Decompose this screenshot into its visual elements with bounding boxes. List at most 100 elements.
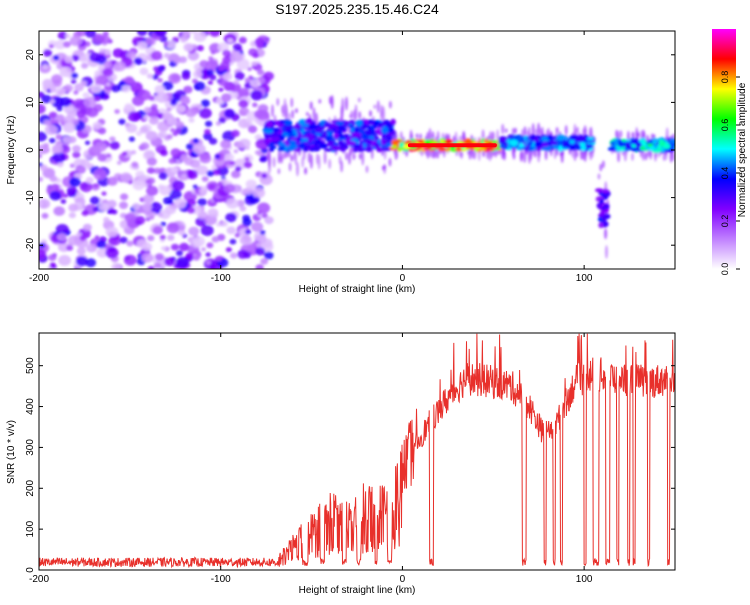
noise-blob <box>48 254 57 261</box>
smear-blob <box>309 101 313 110</box>
noise-blob <box>229 238 237 245</box>
snr-xlabel: Height of straight line (km) <box>299 585 416 596</box>
noise-blob <box>81 210 89 216</box>
noise-blob <box>54 40 66 50</box>
noise-blob <box>193 31 207 42</box>
noise-blob <box>168 158 176 164</box>
noise-blob <box>69 35 83 47</box>
signal-blob <box>607 146 617 152</box>
noise-blob <box>245 179 257 189</box>
smear-blob <box>283 98 287 114</box>
signal-blob <box>598 222 604 229</box>
noise-blob <box>49 190 62 201</box>
noise-blob <box>101 191 107 196</box>
noise-blob <box>95 75 109 86</box>
noise-blob <box>225 247 232 253</box>
noise-blob <box>137 89 151 101</box>
noise-blob <box>187 207 196 214</box>
noise-blob <box>144 150 155 159</box>
smear-blob <box>323 150 327 165</box>
noise-blob <box>152 226 163 235</box>
noise-blob <box>118 118 126 125</box>
noise-blob <box>39 131 47 142</box>
noise-blob <box>261 238 273 248</box>
noise-blob <box>167 234 175 241</box>
noise-blob <box>44 124 58 135</box>
noise-blob <box>196 165 209 176</box>
noise-blob <box>76 31 88 37</box>
snr-frame <box>38 332 676 571</box>
noise-blob <box>192 138 200 144</box>
noise-blob <box>51 96 65 108</box>
signal-blob <box>556 134 565 142</box>
noise-blob <box>190 31 197 34</box>
smear-blob <box>388 157 392 167</box>
noise-blob <box>170 166 179 173</box>
noise-blob <box>111 262 122 269</box>
smear-blob <box>605 245 608 259</box>
noise-blob <box>234 232 241 238</box>
signal-blob <box>381 127 389 134</box>
signal-blob <box>322 130 328 138</box>
noise-blob <box>163 41 169 47</box>
signal-blob <box>274 120 279 126</box>
noise-blob <box>168 73 182 84</box>
noise-blob <box>201 176 209 182</box>
noise-blob <box>140 142 150 150</box>
colorbar-tick-label: 0.8 <box>720 71 730 84</box>
noise-blob <box>250 90 263 101</box>
signal-blob <box>344 121 350 125</box>
signal-blob <box>331 126 337 133</box>
noise-blob <box>52 55 60 61</box>
noise-blob <box>233 79 240 85</box>
noise-blob <box>231 170 241 179</box>
signal-blob <box>381 147 389 152</box>
noise-blob <box>243 161 253 169</box>
noise-blob <box>120 172 132 183</box>
noise-blob <box>198 188 205 194</box>
smear-blob <box>287 151 291 158</box>
noise-blob <box>138 174 147 182</box>
noise-blob <box>126 123 138 133</box>
noise-blob <box>179 242 190 252</box>
signal-blob <box>534 140 542 148</box>
signal-blob <box>338 125 343 133</box>
smear-blob <box>328 158 332 169</box>
signal-blob <box>272 127 280 133</box>
noise-blob <box>237 249 249 259</box>
noise-blob <box>176 250 183 257</box>
smear-blob <box>529 149 533 161</box>
y-tick-label: 300 <box>25 439 36 456</box>
noise-blob <box>51 144 64 154</box>
y-tick-label: 0 <box>25 147 36 153</box>
noise-blob <box>128 136 135 142</box>
smear-blob <box>341 97 345 114</box>
noise-blob <box>82 92 90 99</box>
smear-blob <box>271 104 274 118</box>
smear-blob <box>482 152 486 158</box>
x-tick-label: 0 <box>400 574 406 585</box>
noise-blob <box>39 154 43 159</box>
noise-blob <box>49 87 57 93</box>
noise-blob <box>255 42 264 49</box>
noise-blob <box>89 52 101 63</box>
noise-blob <box>137 31 148 36</box>
noise-blob <box>188 226 200 236</box>
signal-blob <box>313 141 319 146</box>
noise-blob <box>263 71 274 81</box>
noise-blob <box>238 99 249 108</box>
noise-blob <box>165 205 177 215</box>
noise-blob <box>196 103 203 109</box>
signal-blob <box>393 141 400 146</box>
noise-blob <box>201 247 207 252</box>
noise-blob <box>72 145 81 153</box>
signal-blob <box>333 133 340 140</box>
noise-blob <box>80 158 90 167</box>
signal-blob <box>398 141 405 149</box>
noise-blob <box>145 179 152 185</box>
noise-blob <box>195 216 208 227</box>
noise-blob <box>193 143 206 155</box>
signal-blob <box>330 140 335 146</box>
signal-blob <box>264 138 273 143</box>
noise-blob <box>232 43 242 52</box>
